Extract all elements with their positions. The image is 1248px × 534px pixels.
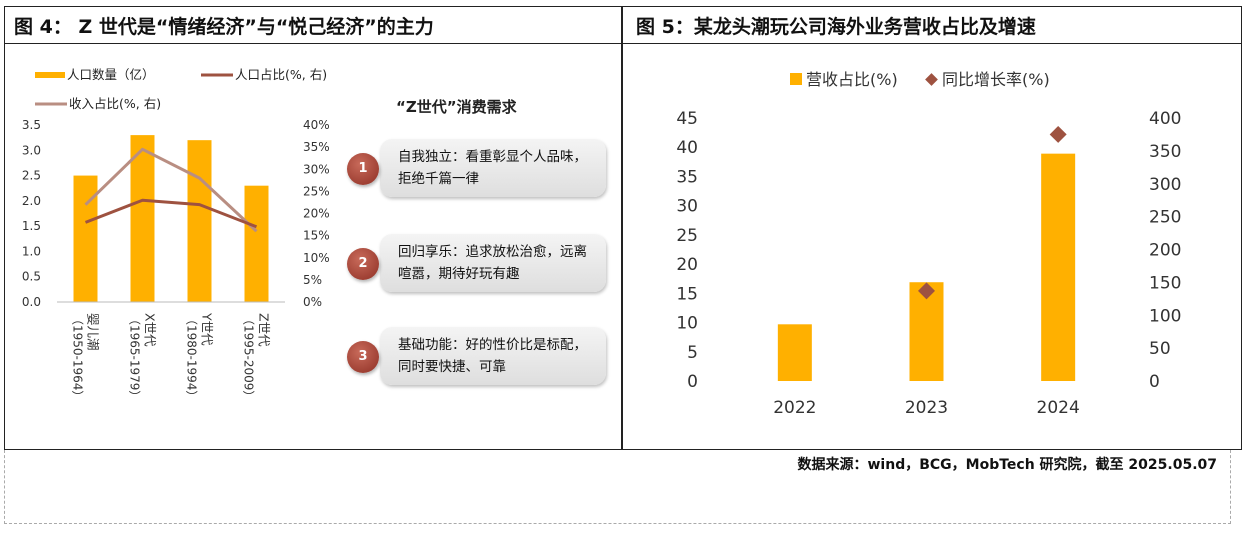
figure4-title: 图 4： Z 世代是“情绪经济”与“悦己经济”的主力 bbox=[14, 16, 434, 38]
marker-yoy-growth bbox=[918, 282, 935, 300]
x-category-label: 2022 bbox=[773, 398, 816, 418]
legend-swatch-population-count bbox=[35, 72, 65, 78]
legend-label-population-share: 人口占比(%, 右) bbox=[235, 67, 327, 82]
x-category-range: （1980-1994） bbox=[185, 313, 199, 402]
y-right-tick-label: 25% bbox=[303, 184, 330, 198]
title-underline-right bbox=[623, 43, 1242, 44]
y-left-tick-label: 5 bbox=[687, 343, 698, 363]
demand-card-2: 回归享乐：追求放松治愈，远离喧嚣，期待好玩有趣 bbox=[380, 234, 606, 292]
y-right-tick-label: 100 bbox=[1149, 306, 1181, 326]
bar-revenue-share bbox=[1041, 153, 1076, 381]
y-left-tick-label: 2.5 bbox=[22, 169, 41, 183]
y-left-tick-label: 0 bbox=[687, 372, 698, 392]
y-left-tick-label: 0.5 bbox=[22, 270, 41, 284]
y-right-tick-label: 20% bbox=[303, 207, 330, 221]
x-category-range: （1950-1964） bbox=[71, 313, 85, 402]
x-category-label: （1950-1964） 婴儿潮 bbox=[71, 313, 101, 402]
y-right-tick-label: 200 bbox=[1149, 241, 1181, 261]
y-left-tick-label: 25 bbox=[676, 226, 698, 246]
y-right-tick-label: 250 bbox=[1149, 208, 1181, 228]
demand-card-3: 基础功能：好的性价比是标配，同时要快捷、可靠 bbox=[380, 327, 606, 385]
overseas-revenue-chart: 营收占比(%) 同比增长率(%) 0 5 10 15 20 25 30 35 40 45 0 50 100 1… bbox=[676, 70, 1181, 418]
x-category-range: （1965-1979） bbox=[128, 313, 142, 402]
y-right-tick-label: 150 bbox=[1149, 273, 1181, 293]
y-right-tick-label: 0 bbox=[1149, 372, 1160, 392]
y-left-tick-label: 15 bbox=[676, 284, 698, 304]
y-right-tick-label: 5% bbox=[303, 273, 322, 287]
y-right-tick-label: 10% bbox=[303, 251, 330, 265]
source-note: 数据来源：wind，BCG，MobTech 研究院，截至 2025.05.07 bbox=[797, 457, 1218, 473]
x-category-label: （1965-1979） X世代 bbox=[128, 313, 158, 402]
demand-card-text: 回归享乐：追求放松治愈，远离喧嚣，期待好玩有趣 bbox=[398, 244, 587, 282]
y-left-tick-label: 2.0 bbox=[22, 194, 41, 208]
title-underline-left bbox=[4, 43, 621, 44]
x-category-label: 2024 bbox=[1037, 398, 1080, 418]
x-category-label: （1980-1994） Y世代 bbox=[185, 312, 215, 402]
legend-label-revenue-share: 营收占比(%) bbox=[806, 70, 898, 89]
legend-swatch-yoy-growth bbox=[925, 73, 938, 86]
number-badge-3: 3 bbox=[347, 341, 379, 373]
y-left-tick-label: 3.5 bbox=[22, 118, 41, 132]
number-badge-1: 1 bbox=[347, 153, 379, 185]
y-left-tick-label: 40 bbox=[676, 138, 698, 158]
legend-label-income-share: 收入占比(%, 右) bbox=[69, 96, 161, 111]
x-category-name: 婴儿潮 bbox=[86, 313, 101, 351]
number-badge-2: 2 bbox=[347, 248, 379, 280]
x-category-name: Z世代 bbox=[257, 313, 272, 347]
y-right-tick-label: 50 bbox=[1149, 339, 1171, 359]
legend-label-yoy-growth: 同比增长率(%) bbox=[942, 70, 1050, 89]
figure-frame bbox=[4, 6, 1242, 450]
y-left-tick-label: 1.5 bbox=[22, 219, 41, 233]
x-category-label: （1995-2009） Z世代 bbox=[242, 313, 272, 402]
line-income-share bbox=[84, 147, 258, 233]
figure5-title: 图 5：某龙头潮玩公司海外业务营收占比及增速 bbox=[636, 16, 1036, 38]
y-right-tick-label: 300 bbox=[1149, 175, 1181, 195]
y-right-tick-label: 35% bbox=[303, 140, 330, 154]
y-left-tick-label: 35 bbox=[676, 167, 698, 187]
y-left-tick-label: 30 bbox=[676, 197, 698, 217]
x-category-name: X世代 bbox=[143, 313, 158, 347]
bar-population-count bbox=[244, 185, 269, 302]
y-left-tick-label: 10 bbox=[676, 314, 698, 334]
panel-divider bbox=[621, 6, 623, 450]
y-right-tick-label: 0% bbox=[303, 295, 322, 309]
demand-card-text: 自我独立：看重彰显个人品味，拒绝千篇一律 bbox=[398, 149, 587, 187]
y-left-tick-label: 3.0 bbox=[22, 143, 41, 157]
y-right-tick-label: 40% bbox=[303, 118, 330, 132]
x-category-label: 2023 bbox=[905, 398, 948, 418]
y-left-tick-label: 0.0 bbox=[22, 295, 41, 309]
bar-revenue-share bbox=[777, 324, 812, 381]
x-category-name: Y世代 bbox=[200, 312, 215, 346]
y-left-tick-label: 45 bbox=[676, 109, 698, 129]
line-population-share bbox=[84, 198, 258, 229]
legend-label-population-count: 人口数量（亿） bbox=[67, 67, 155, 82]
y-left-tick-label: 20 bbox=[676, 255, 698, 275]
x-category-range: （1995-2009） bbox=[242, 313, 256, 402]
demand-card-1: 自我独立：看重彰显个人品味，拒绝千篇一律 bbox=[380, 139, 606, 197]
y-right-tick-label: 30% bbox=[303, 162, 330, 176]
legend-swatch-revenue-share bbox=[790, 73, 802, 85]
y-right-tick-label: 400 bbox=[1149, 109, 1181, 129]
bar-population-count bbox=[187, 140, 212, 302]
bar-population-count bbox=[130, 135, 155, 302]
y-right-tick-label: 350 bbox=[1149, 142, 1181, 162]
y-left-tick-label: 1.0 bbox=[22, 244, 41, 258]
y-right-tick-label: 15% bbox=[303, 229, 330, 243]
footer-dashed-box bbox=[4, 450, 1231, 524]
consume-demand-title: “Z世代”消费需求 bbox=[396, 98, 517, 116]
demand-card-text: 基础功能：好的性价比是标配，同时要快捷、可靠 bbox=[398, 337, 587, 375]
generation-chart: 人口数量（亿） 人口占比(%, 右) 收入占比(%, 右) 0.0 0.5 1.0 1.5 2… bbox=[22, 67, 330, 402]
marker-yoy-growth bbox=[1049, 125, 1067, 143]
